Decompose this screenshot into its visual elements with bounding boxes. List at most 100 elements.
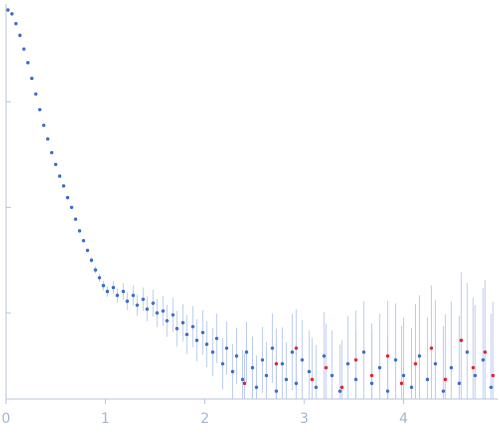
data-point <box>131 293 135 298</box>
data-point <box>42 123 46 128</box>
data-point <box>409 385 414 389</box>
data-point <box>274 362 279 366</box>
data-point <box>50 150 54 155</box>
data-point <box>399 381 404 386</box>
data-point <box>105 289 110 294</box>
data-point <box>300 358 304 362</box>
data-point <box>85 248 90 253</box>
y-ticks <box>6 101 11 314</box>
data-point <box>483 350 487 354</box>
data-point <box>53 162 58 167</box>
data-point <box>6 8 10 12</box>
data-point <box>69 205 74 210</box>
data-point <box>307 369 311 374</box>
data-point <box>93 268 98 272</box>
data-point <box>314 385 318 389</box>
data-point <box>433 362 438 366</box>
data-point <box>185 332 189 337</box>
data-point <box>330 373 334 378</box>
data-point <box>57 174 62 178</box>
data-point <box>449 366 453 370</box>
data-point <box>443 377 448 382</box>
data-point <box>250 366 255 370</box>
data-point <box>354 358 358 362</box>
data-point <box>378 366 382 370</box>
data-point <box>161 309 165 313</box>
data-point <box>425 377 430 382</box>
x-tick-label: 0 <box>2 411 11 427</box>
data-point <box>441 389 446 393</box>
data-points <box>6 8 495 393</box>
data-point <box>294 381 298 386</box>
data-point <box>97 276 102 280</box>
data-point <box>370 373 374 378</box>
data-point <box>491 373 495 378</box>
data-point <box>230 369 235 374</box>
data-point <box>38 107 42 112</box>
data-point <box>260 358 265 362</box>
data-point <box>155 311 159 315</box>
data-point <box>111 285 116 290</box>
x-tick-label: 1 <box>101 411 110 427</box>
data-point <box>121 289 125 294</box>
data-point <box>73 217 78 221</box>
data-point <box>322 354 326 358</box>
data-point <box>171 313 175 317</box>
data-point <box>417 354 422 358</box>
data-point <box>181 321 185 325</box>
data-point <box>18 33 22 38</box>
data-point <box>115 293 120 298</box>
data-point <box>244 350 249 354</box>
data-point <box>30 76 34 81</box>
data-point <box>65 195 70 200</box>
data-point <box>274 389 279 393</box>
data-point <box>385 354 390 358</box>
data-point <box>457 381 461 386</box>
data-point <box>362 350 366 354</box>
data-point <box>175 326 179 331</box>
data-point <box>215 336 219 341</box>
data-point <box>294 346 298 350</box>
data-point <box>254 385 259 389</box>
data-point <box>234 354 239 358</box>
x-tick-label: 2 <box>200 411 209 427</box>
data-point <box>195 338 199 343</box>
data-point <box>145 307 149 311</box>
data-point <box>471 366 475 370</box>
data-point <box>125 299 129 303</box>
data-point <box>61 184 66 188</box>
data-point <box>340 385 344 389</box>
data-point <box>81 238 86 243</box>
data-point <box>151 301 155 305</box>
data-point <box>413 362 418 366</box>
data-point <box>10 12 14 16</box>
data-point <box>224 346 229 350</box>
data-point <box>135 303 139 307</box>
data-point <box>481 358 485 362</box>
data-point <box>242 381 247 386</box>
data-point <box>77 229 82 233</box>
data-point <box>489 385 493 389</box>
data-point <box>324 366 328 370</box>
data-point <box>46 137 50 141</box>
data-point <box>101 283 106 288</box>
data-point <box>401 373 406 378</box>
data-point <box>165 319 169 323</box>
data-point <box>22 47 26 51</box>
data-point <box>211 350 215 354</box>
data-point <box>191 324 195 329</box>
data-point <box>290 350 294 354</box>
data-point <box>338 389 342 393</box>
data-point <box>465 350 469 354</box>
data-point <box>205 342 209 346</box>
data-point <box>240 377 245 382</box>
x-ticks: 0 1 2 3 4 <box>2 399 408 427</box>
x-tick-label: 4 <box>399 411 408 427</box>
data-point <box>370 381 374 386</box>
data-point <box>284 377 288 382</box>
data-point <box>473 373 477 378</box>
data-point <box>280 362 285 366</box>
data-point <box>459 338 463 343</box>
data-point <box>14 21 18 26</box>
